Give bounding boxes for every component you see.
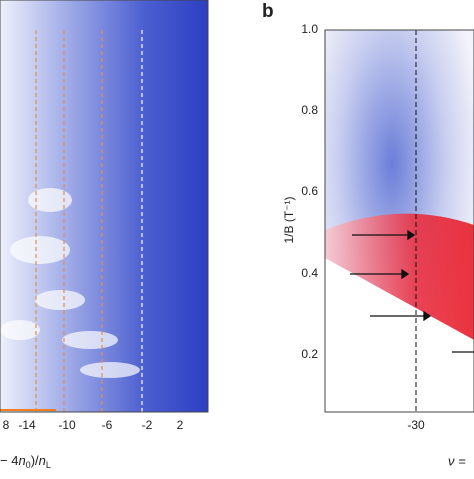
arrows — [350, 229, 474, 353]
axes-frame — [0, 0, 209, 413]
y-tick-label: 0.6 — [301, 184, 318, 198]
label-part: L — [46, 460, 51, 470]
label-part: − 4 — [0, 453, 18, 468]
label-part: )/ — [31, 453, 39, 468]
x-tick-label: 2 — [177, 418, 184, 432]
label-part: 0 — [26, 460, 31, 470]
features — [0, 188, 140, 378]
x-tick-label: -6 — [102, 418, 113, 432]
red-region — [325, 213, 474, 340]
x-tick-label: -30 — [407, 418, 425, 432]
y-axis-label: 1/B (T⁻¹) — [282, 196, 296, 243]
y-tick-label: 1.0 — [301, 22, 318, 36]
y-tick-label: 0.2 — [301, 347, 318, 361]
x-axis-label: ν = — [448, 453, 466, 468]
axes-frame — [324, 29, 474, 413]
y-tick-label: 0.4 — [301, 266, 318, 280]
x-tick-label: -10 — [58, 418, 76, 432]
y-tick-label: 0.8 — [301, 103, 318, 117]
x-tick-label: -2 — [142, 418, 153, 432]
panel-b: b 1.0 0.8 0.6 0.4 0.2 1/B (T⁻¹) -30 ν = — [262, 1, 474, 468]
panel-label: b — [262, 1, 274, 22]
label-part: n — [18, 453, 25, 468]
x-tick-label: -14 — [18, 418, 36, 432]
x-tick-label: 8 — [3, 418, 10, 432]
label-part: n — [39, 453, 46, 468]
empty-region — [325, 258, 474, 412]
guides — [35, 30, 143, 412]
panel-a: 8 -14 -10 -6 -2 2 − 4n0)/nL — [0, 0, 209, 470]
x-axis-label: − 4n0)/nL — [0, 453, 51, 470]
